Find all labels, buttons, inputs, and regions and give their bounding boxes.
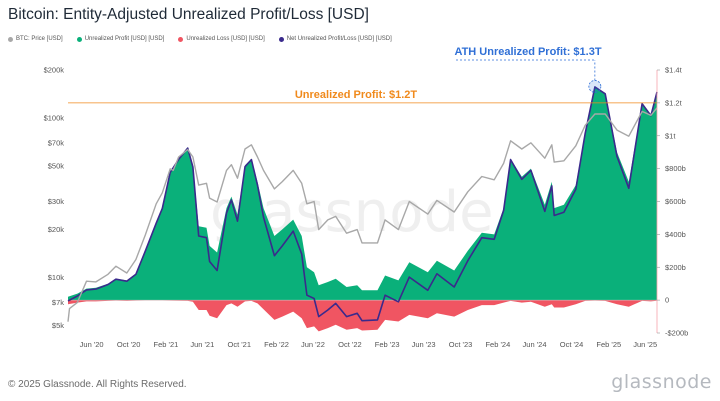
legend-item-btc-price[interactable]: BTC: Price [USD] (8, 36, 63, 42)
legend-swatch (76, 36, 82, 42)
x-axis-tick-label: Jun '20 (80, 340, 104, 349)
legend-swatch (278, 36, 284, 42)
copyright-text: © 2025 Glassnode. All Rights Reserved. (8, 379, 187, 390)
x-axis-tick-label: Oct '21 (228, 340, 252, 349)
legend-swatch (8, 36, 13, 42)
legend-label: BTC: Price [USD] (16, 36, 63, 42)
x-axis-tick-label: Oct '20 (117, 340, 141, 349)
right-axis-tick-label: $1.2t (665, 98, 683, 107)
chart-legend: BTC: Price [USD] Unrealized Profit [USD]… (8, 36, 392, 42)
right-axis-tick-label: $1t (665, 131, 676, 140)
legend-label: Net Unrealized Profit/Loss [USD] [USD] (286, 36, 392, 42)
x-axis-tick-label: Feb '22 (264, 340, 289, 349)
left-axis-tick-label: $7k (52, 298, 64, 307)
legend-item-net-unrealized[interactable]: Net Unrealized Profit/Loss [USD] [USD] (278, 36, 392, 42)
left-axis-tick-label: $70k (48, 138, 65, 147)
x-axis-tick-label: Feb '23 (375, 340, 400, 349)
unrealized-profit-area (68, 86, 657, 301)
unrealized-profit-annotation: Unrealized Profit: $1.2T (295, 89, 418, 101)
net-unrealized-line (67, 86, 658, 322)
right-axis-tick-label: 0 (665, 296, 669, 305)
x-axis-tick-label: Jun '21 (190, 340, 214, 349)
legend-swatch (178, 36, 184, 42)
left-axis-tick-label: $5k (52, 321, 64, 330)
right-axis-tick-label: $600b (665, 197, 686, 206)
glassnode-logo: glassnode (611, 371, 712, 393)
x-axis-tick-label: Jun '22 (301, 340, 325, 349)
left-axis-tick-label: $50k (48, 162, 65, 171)
ath-annotation: ATH Unrealized Profit: $1.3T (454, 46, 601, 58)
left-axis-tick-label: $20k (48, 225, 65, 234)
chart-title: Bitcoin: Entity-Adjusted Unrealized Prof… (8, 6, 369, 23)
legend-item-unrealized-profit[interactable]: Unrealized Profit [USD] [USD] (76, 36, 165, 42)
x-axis-tick-label: Oct '24 (560, 340, 584, 349)
right-axis-tick-label: $1.4t (665, 66, 683, 75)
x-axis-tick-label: Feb '25 (596, 340, 621, 349)
legend-label: Unrealized Profit [USD] [USD] (84, 36, 165, 42)
left-axis-tick-label: $200k (44, 66, 65, 75)
x-axis-tick-label: Oct '23 (449, 340, 473, 349)
left-axis-tick-label: $100k (44, 114, 65, 123)
left-axis-tick-label: $30k (48, 197, 65, 206)
unrealized-loss-area (68, 300, 657, 332)
x-axis-tick-label: Feb '21 (154, 340, 179, 349)
x-axis-tick-label: Jun '23 (412, 340, 436, 349)
ath-marker (588, 80, 602, 93)
right-axis-tick-label: $200b (665, 263, 686, 272)
right-axis-tick-label: -$200b (665, 329, 688, 338)
legend-label: Unrealized Loss [USD] [USD] (186, 36, 265, 42)
legend-item-unrealized-loss[interactable]: Unrealized Loss [USD] [USD] (178, 36, 265, 42)
x-axis-tick-label: Jun '24 (523, 340, 547, 349)
x-axis-tick-label: Jun '25 (633, 340, 657, 349)
right-axis-tick-label: $400b (665, 230, 686, 239)
x-axis-tick-label: Oct '22 (338, 340, 362, 349)
x-axis-tick-label: Feb '24 (485, 340, 510, 349)
btc-price-line (67, 107, 658, 322)
right-axis-tick-label: $800b (665, 164, 686, 173)
left-axis-tick-label: $10k (48, 273, 65, 282)
